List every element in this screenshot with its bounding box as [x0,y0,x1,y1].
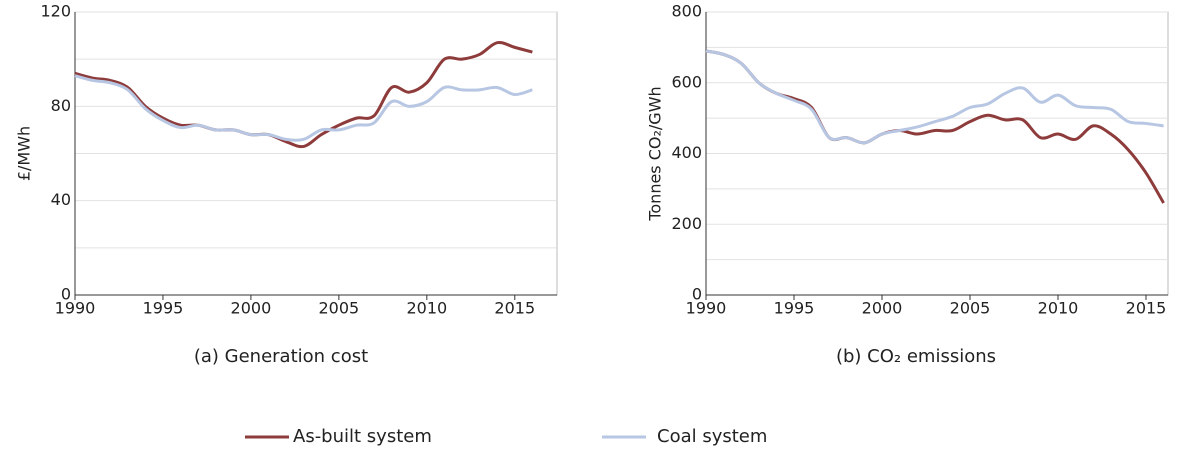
series-line [705,49,1165,204]
legend-label: As-built system [293,426,432,447]
panel-caption: (a) Generation cost [194,346,368,367]
y-axis-label: £/MWh [15,126,34,181]
y-tick-label: 400 [671,143,702,162]
series-line [74,40,533,149]
x-tick-label: 2015 [1126,299,1167,318]
y-tick-label: 120 [40,2,71,21]
x-tick-label: 2005 [319,299,360,318]
x-tick-label: 2010 [1038,299,1079,318]
legend-label: Coal system [657,426,767,447]
x-tick-label: 2000 [862,299,903,318]
y-tick-label: 40 [51,190,71,209]
y-tick-label: 200 [671,214,702,233]
panel-caption: (b) CO₂ emissions [836,346,996,367]
x-tick-label: 1990 [55,299,96,318]
y-tick-label: 0 [692,285,702,304]
x-tick-label: 2015 [494,299,535,318]
x-tick-label: 1995 [774,299,815,318]
x-tick-label: 1990 [686,299,727,318]
y-tick-label: 80 [51,96,71,115]
series-line [74,74,533,142]
y-tick-label: 0 [61,285,71,304]
y-tick-label: 800 [671,2,702,21]
y-tick-label: 600 [671,72,702,91]
y-axis-label: Tonnes CO₂/GWh [646,86,665,221]
series-line [705,49,1164,145]
x-tick-label: 2010 [406,299,447,318]
x-tick-label: 2005 [950,299,991,318]
x-tick-label: 2000 [231,299,272,318]
x-tick-label: 1995 [143,299,184,318]
